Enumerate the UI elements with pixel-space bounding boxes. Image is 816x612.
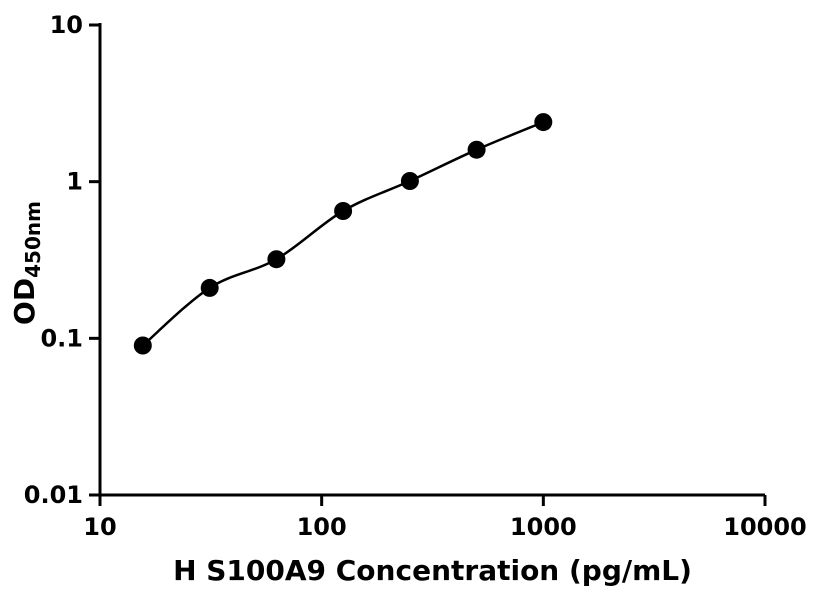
data-point [400, 172, 419, 190]
data-point [267, 250, 286, 269]
y-axis-tick-label: 0.01 [24, 481, 83, 509]
x-axis-tick-label: 100 [297, 513, 347, 541]
x-axis-tick-label: 10 [83, 513, 116, 541]
y-axis-tick-label: 10 [50, 11, 83, 39]
y-axis-title: OD450nm [8, 201, 45, 325]
data-point [334, 202, 353, 220]
y-axis-tick-label: 1 [66, 168, 83, 196]
x-axis-tick-label: 10000 [723, 513, 807, 541]
data-point [534, 113, 553, 132]
data-point [467, 140, 486, 159]
y-axis-tick-label: 0.1 [40, 324, 83, 352]
x-axis-title: H S100A9 Concentration (pg/mL) [173, 554, 692, 587]
x-axis-tick-label: 1000 [510, 513, 577, 541]
data-point [200, 278, 219, 297]
data-point [133, 336, 152, 355]
